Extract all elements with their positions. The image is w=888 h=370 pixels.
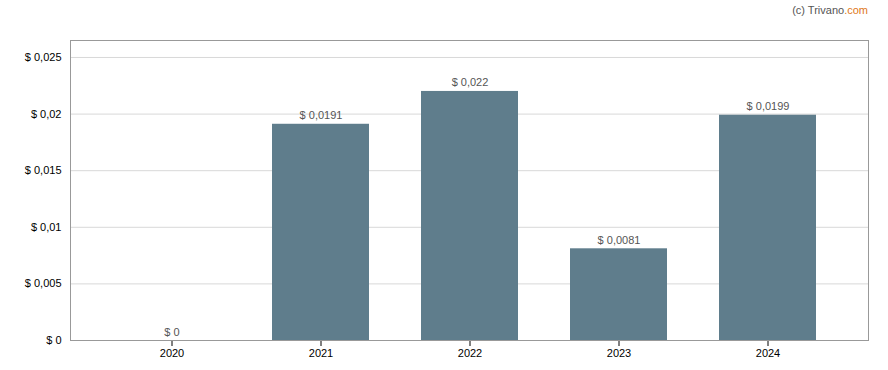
svg-text:$ 0,0081: $ 0,0081 [598,234,641,246]
html-text:(c) Trivano.com: (c) Trivano.com [792,4,868,16]
svg-text:$ 0,015: $ 0,015 [25,164,62,176]
svg-text:$ 0,005: $ 0,005 [25,277,62,289]
svg-text:$ 0,02: $ 0,02 [31,108,62,120]
svg-text:$ 0,022: $ 0,022 [452,76,489,88]
svg-text:$ 0,0191: $ 0,0191 [300,109,343,121]
svg-text:2020: 2020 [160,347,184,359]
svg-text:2024: 2024 [756,347,780,359]
svg-text:2023: 2023 [607,347,631,359]
svg-text:2021: 2021 [309,347,333,359]
svg-text:2022: 2022 [458,347,482,359]
svg-text:$ 0: $ 0 [46,334,61,346]
svg-text:$ 0: $ 0 [164,326,179,338]
svg-text:$ 0,0199: $ 0,0199 [747,100,790,112]
svg-text:$ 0,025: $ 0,025 [25,51,62,63]
svg-text:$ 0,01: $ 0,01 [31,221,62,233]
